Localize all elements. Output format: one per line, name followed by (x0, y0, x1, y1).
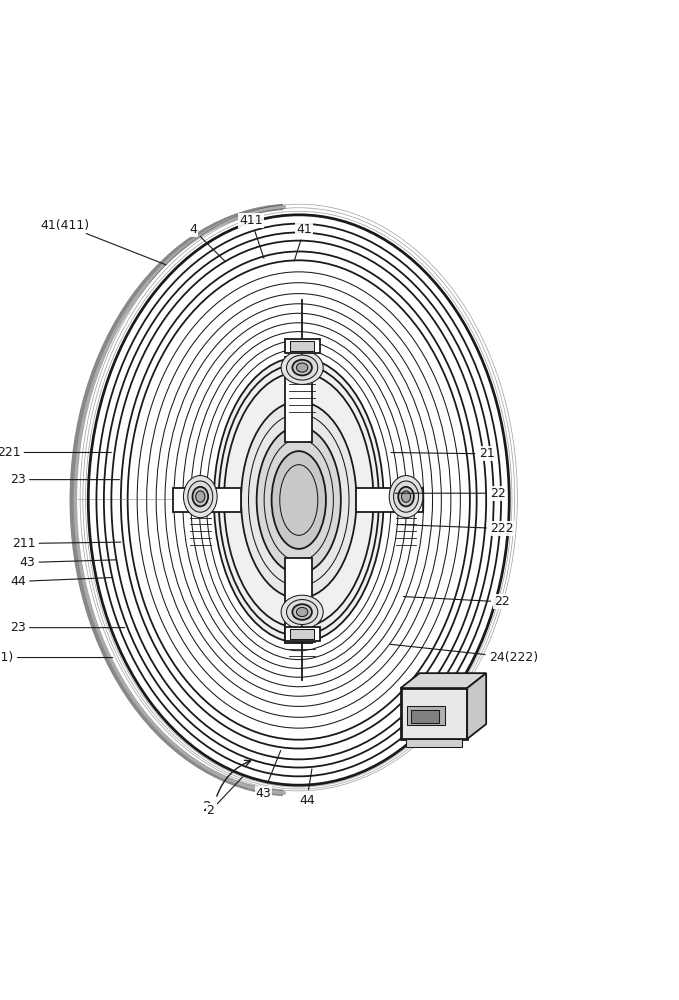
Text: 22: 22 (395, 487, 506, 500)
Ellipse shape (293, 360, 312, 375)
Ellipse shape (281, 595, 323, 629)
Bar (356, 488, 423, 512)
Ellipse shape (398, 487, 414, 506)
Text: 44: 44 (299, 769, 315, 807)
Text: 22: 22 (403, 595, 510, 608)
Text: 411: 411 (240, 214, 264, 258)
Text: 43: 43 (20, 556, 116, 569)
Text: 2: 2 (204, 800, 212, 814)
Text: 41: 41 (294, 223, 312, 261)
Text: 43: 43 (255, 750, 280, 800)
Polygon shape (401, 688, 467, 739)
Ellipse shape (88, 215, 509, 785)
Text: 222: 222 (398, 522, 514, 535)
Polygon shape (467, 673, 486, 739)
Text: 25(221): 25(221) (0, 651, 113, 664)
Ellipse shape (287, 600, 318, 625)
Bar (290, 341, 314, 351)
Text: 2: 2 (206, 777, 242, 817)
Text: 41(411): 41(411) (40, 219, 166, 265)
Ellipse shape (394, 481, 418, 512)
Text: 24(222): 24(222) (390, 644, 538, 664)
Ellipse shape (257, 427, 341, 573)
Ellipse shape (287, 355, 318, 380)
Bar (285, 357, 312, 442)
Ellipse shape (188, 481, 213, 512)
Text: 4: 4 (189, 223, 225, 262)
Ellipse shape (272, 451, 326, 549)
Bar (173, 488, 241, 512)
Polygon shape (401, 673, 486, 688)
Text: 23: 23 (10, 621, 125, 634)
Ellipse shape (401, 491, 411, 502)
Text: 23: 23 (10, 473, 120, 486)
Bar (290, 629, 314, 639)
Ellipse shape (241, 402, 356, 598)
Text: 44: 44 (10, 575, 113, 588)
Text: 211: 211 (12, 537, 121, 550)
Text: 221: 221 (0, 446, 111, 459)
Text: 21: 21 (391, 447, 494, 460)
Ellipse shape (293, 604, 312, 620)
Ellipse shape (281, 351, 323, 384)
Ellipse shape (297, 363, 308, 372)
Bar (285, 627, 320, 641)
Ellipse shape (389, 476, 423, 518)
Ellipse shape (183, 476, 217, 518)
Bar (407, 706, 445, 725)
Bar (285, 558, 312, 643)
Bar (285, 339, 320, 353)
Ellipse shape (192, 487, 208, 506)
Polygon shape (406, 739, 462, 747)
Ellipse shape (196, 491, 205, 502)
Ellipse shape (297, 607, 308, 617)
Bar (411, 710, 439, 723)
Ellipse shape (214, 357, 384, 643)
